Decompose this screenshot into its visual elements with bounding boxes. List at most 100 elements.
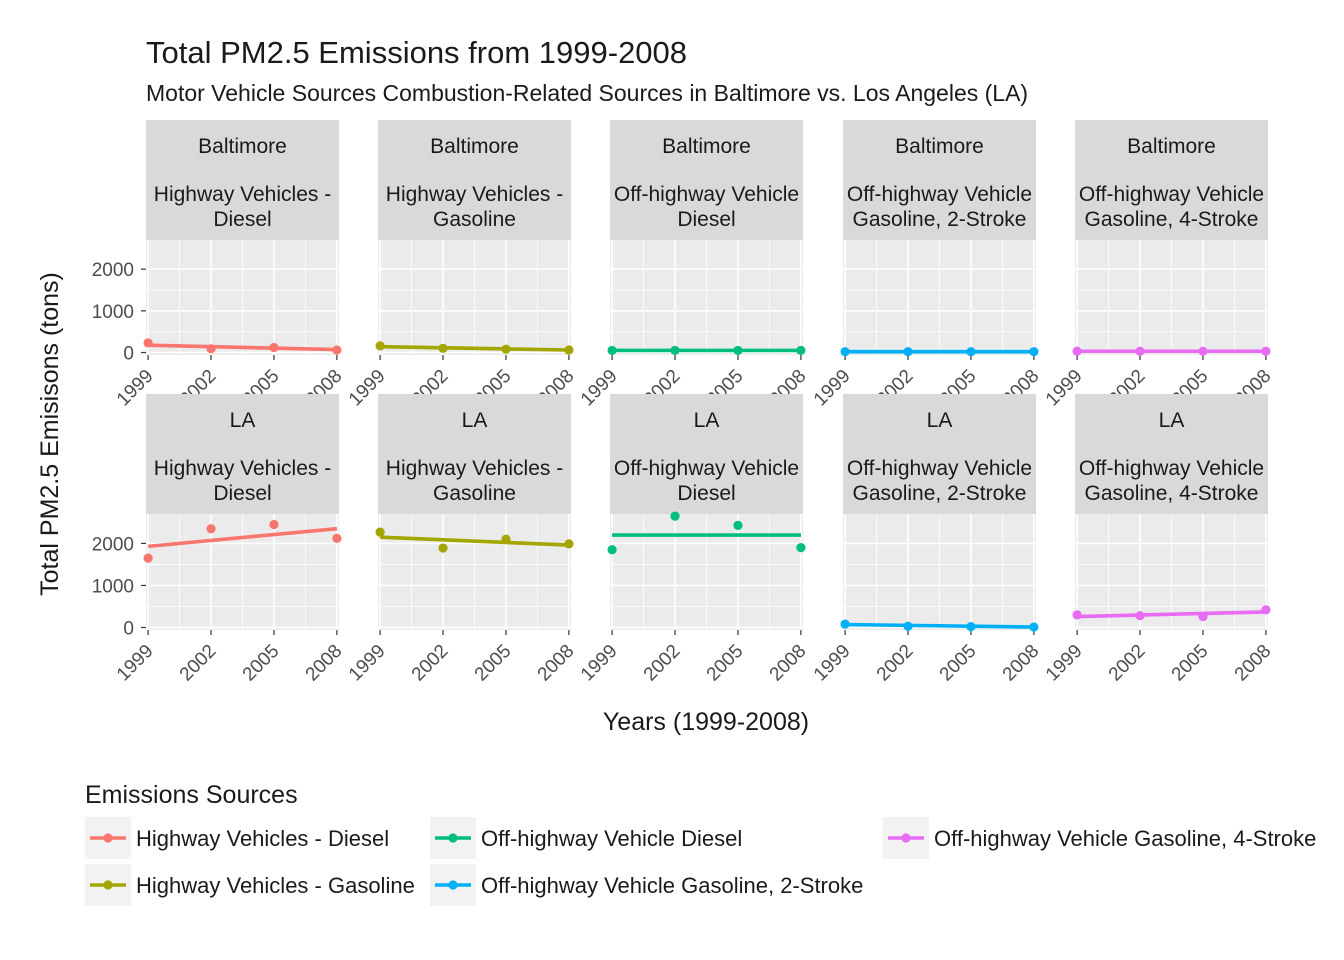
x-tick-label: 2005 <box>239 641 284 686</box>
data-point <box>733 345 743 356</box>
facet-strip-source: Diesel <box>677 482 735 505</box>
data-point <box>796 543 806 553</box>
data-point <box>607 345 617 356</box>
x-tick-label: 1999 <box>345 641 390 686</box>
data-point <box>1198 611 1208 622</box>
legend-label: Highway Vehicles - Diesel <box>136 826 389 851</box>
x-tick-label: 2008 <box>766 641 811 686</box>
data-point <box>564 539 574 549</box>
x-tick-label: 2008 <box>999 641 1044 686</box>
data-point <box>1135 611 1145 621</box>
y-tick-label: 1000 <box>92 302 134 323</box>
data-point <box>375 341 385 351</box>
data-point <box>1072 346 1082 356</box>
data-point <box>332 345 342 355</box>
legend-entry: Highway Vehicles - Diesel <box>85 817 389 859</box>
x-tick-label: 1999 <box>113 641 158 686</box>
facet-strip-source: Highway Vehicles - <box>154 183 331 206</box>
x-tick-label: 2002 <box>408 641 453 686</box>
y-tick-label: 2000 <box>92 260 134 281</box>
facet-strip <box>843 120 1036 240</box>
facet-strip-source: Off-highway Vehicle <box>1079 457 1264 480</box>
facet-strip <box>378 394 571 514</box>
data-point <box>670 511 680 521</box>
facet-strip-city: Baltimore <box>430 135 519 158</box>
facet-strip <box>1075 120 1268 240</box>
legend-key-point <box>103 833 113 843</box>
data-point <box>903 347 913 357</box>
x-tick-label: 1999 <box>577 641 622 686</box>
data-point <box>438 343 448 353</box>
facet-strip-source: Off-highway Vehicle <box>847 183 1032 206</box>
trend-line <box>1077 610 1266 619</box>
legend-label: Off-highway Vehicle Gasoline, 4-Stroke <box>934 826 1316 851</box>
facet-strip-city: Baltimore <box>895 135 984 158</box>
facet-strip-source: Highway Vehicles - <box>386 183 563 206</box>
x-axis-label: Years (1999-2008) <box>603 708 809 736</box>
facet-strip-source: Off-highway Vehicle <box>1079 183 1264 206</box>
trend-line <box>380 344 569 352</box>
facet-strip-source: Off-highway Vehicle <box>614 457 799 480</box>
data-point <box>501 344 511 354</box>
legend-key-point <box>103 880 113 890</box>
data-point <box>733 520 743 530</box>
facet-strip-source: Off-highway Vehicle <box>847 457 1032 480</box>
facet-strip-source: Gasoline, 2-Stroke <box>853 208 1027 231</box>
data-point <box>564 345 574 355</box>
legend-label: Off-highway Vehicle Diesel <box>481 826 742 851</box>
data-point <box>1261 605 1271 615</box>
facet-strip-source: Off-highway Vehicle <box>614 183 799 206</box>
facet-strip-source: Highway Vehicles - <box>386 457 563 480</box>
data-point <box>206 344 216 354</box>
data-point <box>670 345 680 356</box>
facet-strip-source: Gasoline, 4-Stroke <box>1085 482 1259 505</box>
legend-entry: Off-highway Vehicle Gasoline, 2-Stroke <box>430 864 863 906</box>
facet-strip-source: Gasoline <box>433 208 516 231</box>
facet-strip <box>378 120 571 240</box>
data-point <box>796 345 806 356</box>
data-point <box>1261 346 1271 356</box>
data-point <box>840 619 850 629</box>
facet-strip-source: Diesel <box>213 482 271 505</box>
legend-label: Off-highway Vehicle Gasoline, 2-Stroke <box>481 873 863 898</box>
facet-strip-source: Highway Vehicles - <box>154 457 331 480</box>
data-point <box>1135 346 1145 356</box>
facet-strip-source: Diesel <box>213 208 271 231</box>
facet-strip <box>1075 394 1268 514</box>
x-tick-label: 2002 <box>176 641 221 686</box>
legend-key-point <box>448 833 458 843</box>
trend-line <box>147 526 338 549</box>
facet-strip-source: Gasoline, 4-Stroke <box>1085 208 1259 231</box>
legend-entry: Off-highway Vehicle Diesel <box>430 817 742 859</box>
data-point <box>332 533 342 543</box>
facet-strip-city: Baltimore <box>662 135 751 158</box>
facet-panel: LA Highway Vehicles -Diesel 1999 2002 2005 20… <box>92 394 346 686</box>
data-point <box>269 342 279 353</box>
data-point <box>143 553 153 563</box>
x-tick-label: 2005 <box>471 641 516 686</box>
facet-strip <box>843 394 1036 514</box>
data-point <box>143 338 153 348</box>
data-point <box>1198 346 1208 356</box>
x-tick-label: 2005 <box>703 641 748 686</box>
data-point <box>966 347 976 357</box>
y-axis-label: Total PM2.5 Emisisons (tons) <box>36 272 64 596</box>
data-point <box>966 622 976 632</box>
facet-strip-source: Diesel <box>677 208 735 231</box>
chart-subtitle: Motor Vehicle Sources Combustion-Related… <box>146 80 1028 106</box>
trend-line <box>148 343 337 352</box>
x-tick-label: 2005 <box>936 641 981 686</box>
chart-title: Total PM2.5 Emissions from 1999-2008 <box>146 35 687 70</box>
facet-strip-city: LA <box>1159 409 1185 432</box>
x-tick-label: 2002 <box>873 641 918 686</box>
facet-strip-city: LA <box>694 409 720 432</box>
